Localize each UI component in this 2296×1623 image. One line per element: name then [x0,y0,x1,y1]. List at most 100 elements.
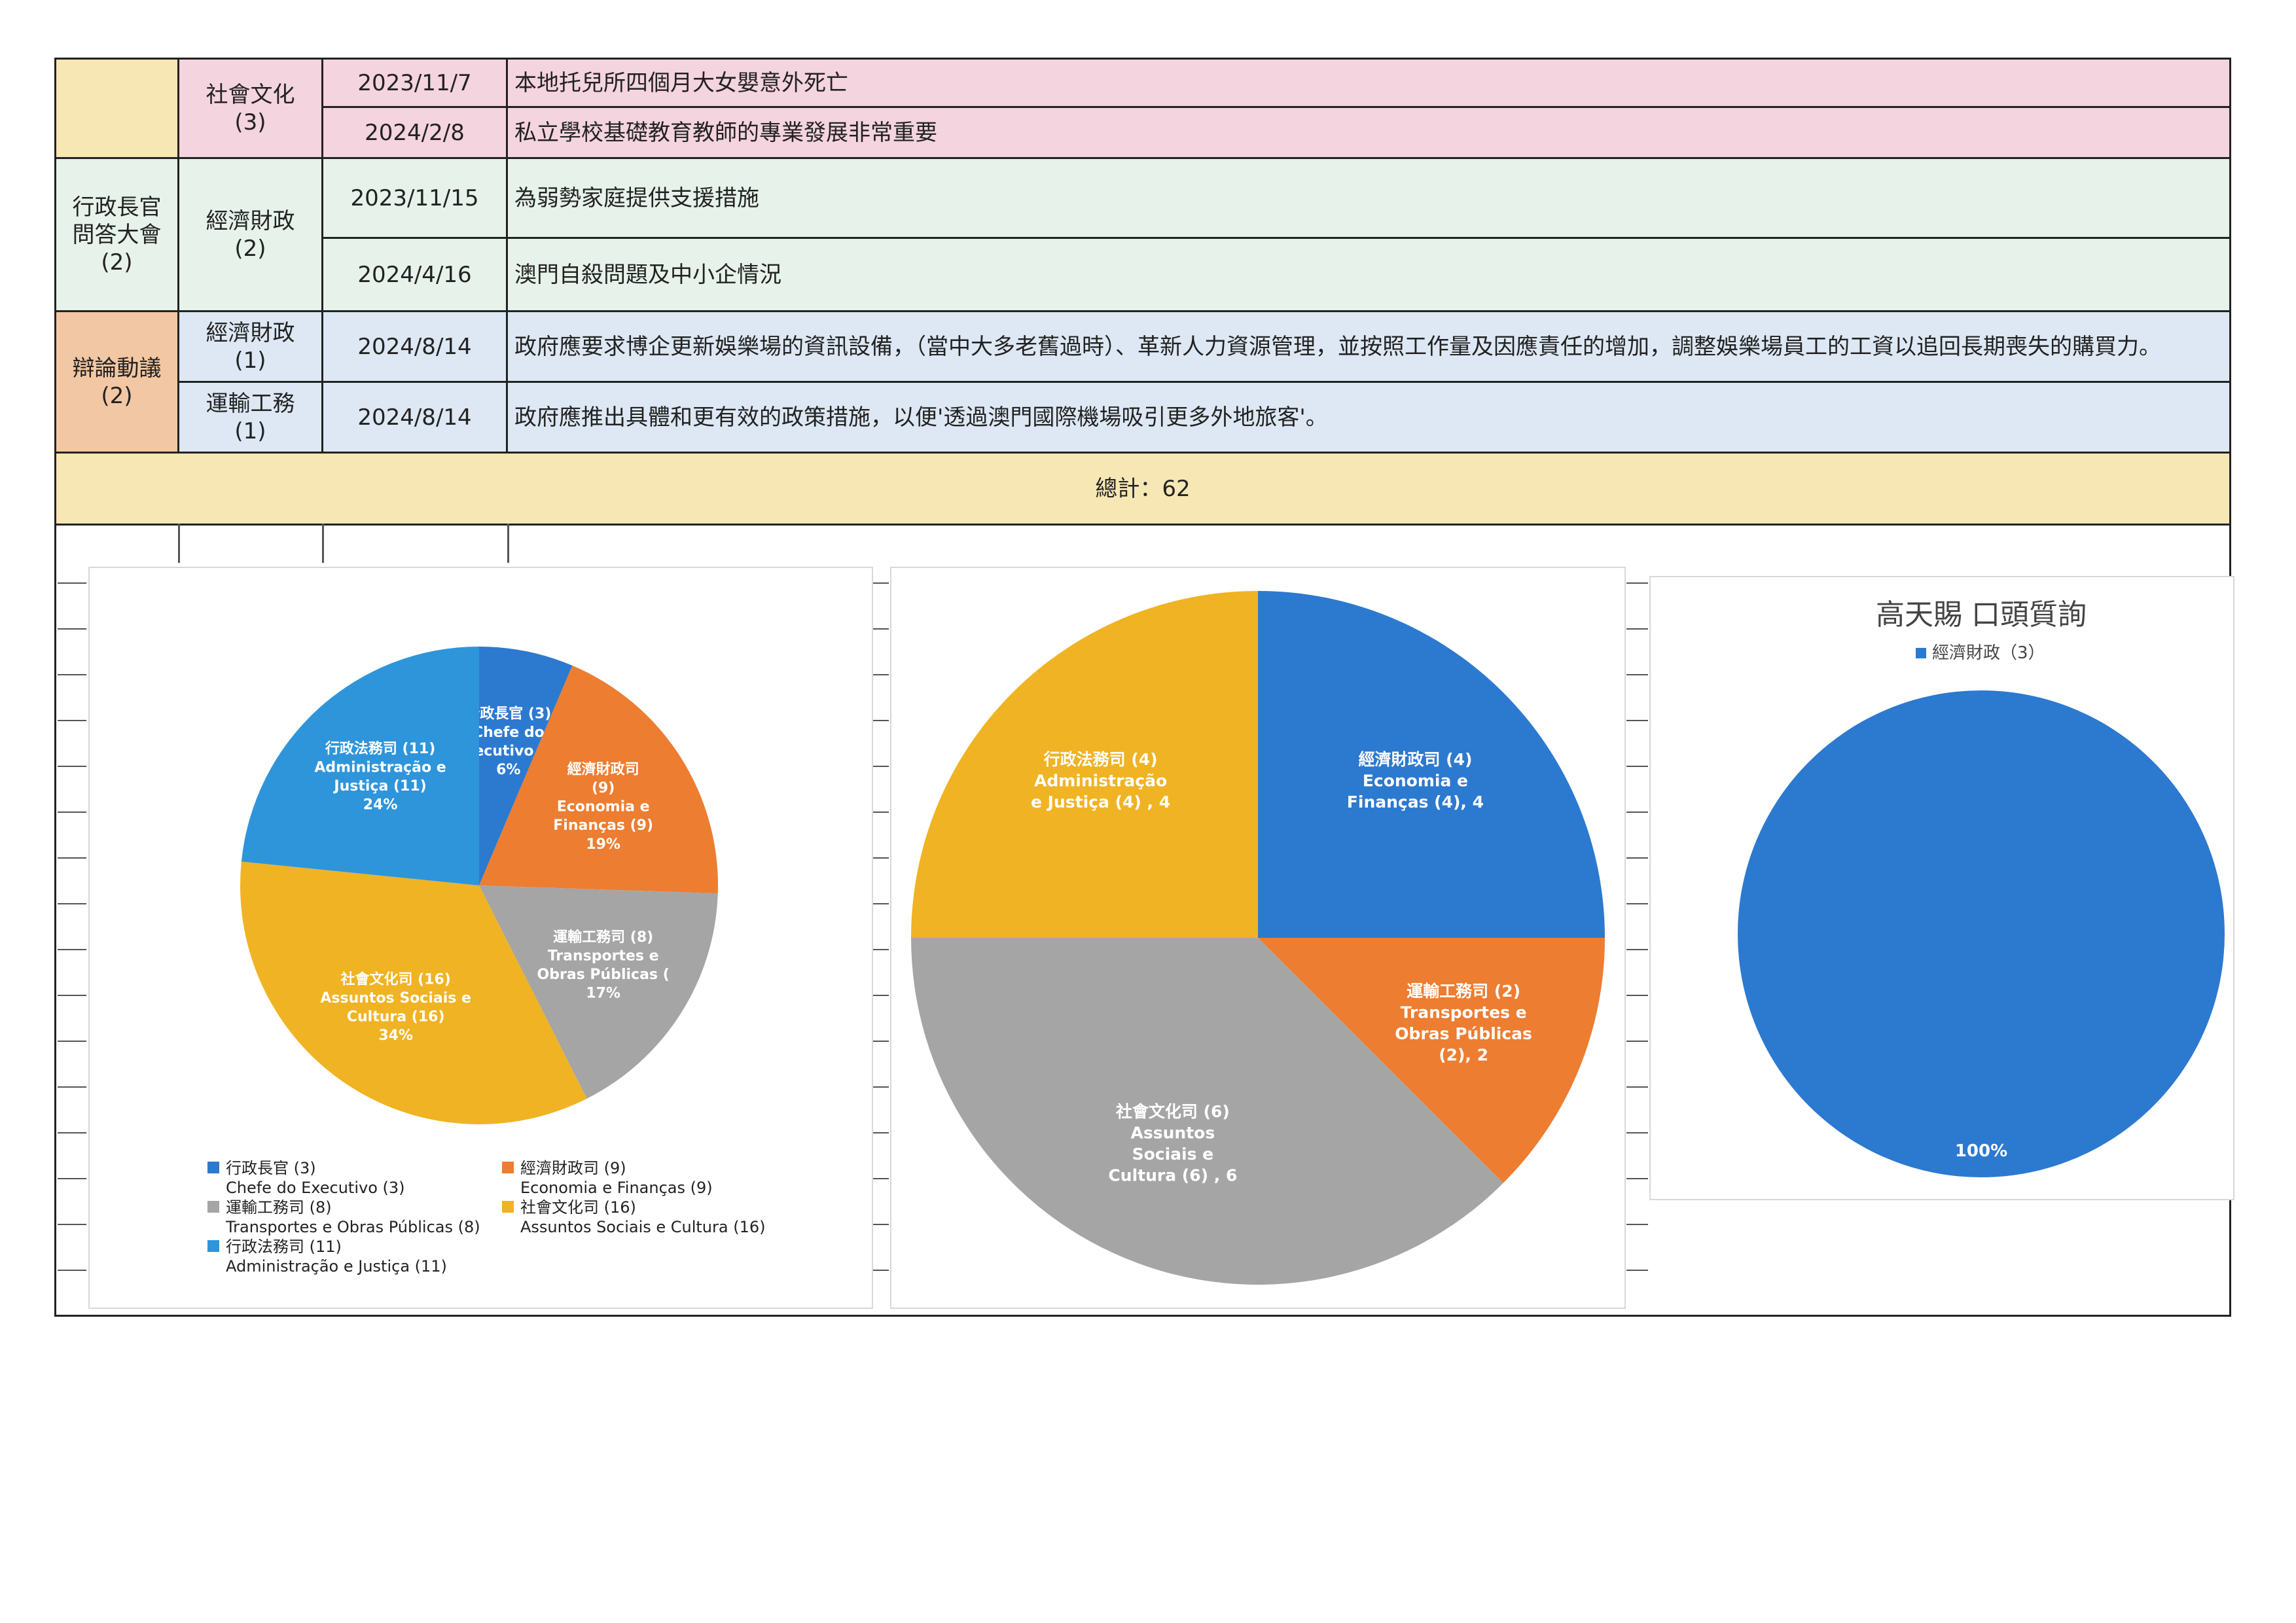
grid-tick [58,1224,86,1225]
category-cell-blank [54,58,179,159]
date-cell: 2024/8/14 [321,310,508,383]
slice-label: 行政長官 (3) [465,705,551,722]
grid-tick [58,949,86,950]
grid-tick [872,857,889,859]
grid-tick [1626,674,1648,675]
pie-slice [1258,591,1605,938]
slice-label: 經濟財政司 [567,760,639,777]
topic-cell: 澳門自殺問題及中小企情況 [506,237,2231,312]
subcategory-cell: 經濟財政 (2) [177,157,323,312]
grid-tick [872,903,889,904]
legend-label: 社會文化司 (16) [520,1198,636,1217]
subcategory-cell: 社會文化 (3) [177,58,323,159]
grid-tick [58,857,86,859]
grid-tick [58,903,86,904]
grid-tick [1626,720,1648,721]
slice-label: Cultura (16) [347,1008,445,1025]
grid-tick [58,1132,86,1133]
grid-tick [872,1224,889,1225]
pie-slice [241,647,479,885]
legend-swatch [502,1201,514,1213]
slice-label: Justiça (11) [332,778,426,794]
slice-label: 社會文化司 (16) [340,971,450,988]
topic-cell: 為弱勢家庭提供支援措施 [506,157,2231,239]
slice-label: 6% [496,762,520,778]
grid-tick [58,1041,86,1042]
pie-chart-2: 經濟財政司 (4) Economia e Finanças (4), 4 運輸工務司 … [911,591,1605,1285]
slice-label: 19% [586,836,620,853]
legend-swatch [1916,648,1926,658]
legend-swatch [502,1162,514,1173]
grid-tick [1626,1041,1648,1042]
grid-tick [872,949,889,950]
grid-tick [872,720,889,721]
legend-label: Administração e Justiça (11) [226,1257,447,1275]
slice-label: 經濟財政司 (4) [1358,750,1472,769]
grid-tick [872,766,889,767]
slice-label: 運輸工務司 (8) [553,929,653,946]
slice-label: (2), 2 [1439,1046,1488,1065]
grid-divider [322,524,324,563]
grid-tick [1626,949,1648,950]
legend-label: 經濟財政（3） [1932,643,2045,663]
grid-tick [872,1086,889,1088]
slice-label: Administração [1034,771,1167,790]
slice-label: 100% [1955,1141,2007,1161]
legend-label: Chefe do Executivo (3) [226,1179,405,1197]
grid-divider [507,524,509,563]
grid-tick [1626,812,1648,813]
legend-label: Assuntos Sociais e Cultura (16) [520,1218,765,1236]
topic-cell: 政府應推出具體和更有效的政策措施，以便'透過澳門國際機場吸引更多外地旅客'。 [506,381,2231,454]
total-row: 總計：62 [54,452,2231,526]
subcategory-cell: 運輸工務 (1) [177,381,323,454]
slice-label: Transportes e [1401,1003,1527,1022]
grid-tick [58,812,86,813]
date-cell: 2024/4/16 [321,237,508,312]
grid-tick [58,1086,86,1088]
topic-cell: 私立學校基礎教育教師的專業發展非常重要 [506,106,2231,159]
slice-label: Economia e [1363,771,1468,790]
grid-tick [872,1132,889,1133]
grid-tick [872,812,889,813]
grid-tick [58,995,86,996]
legend-label: Transportes e Obras Públicas (8) [225,1218,480,1236]
slice-label: Obras Públicas ( [537,967,670,983]
category-cell: 辯論動議 (2) [54,310,179,454]
grid-tick [1626,628,1648,630]
grid-tick [1626,1224,1648,1225]
slice-label: Sociais e [1132,1145,1214,1164]
slice-label: Assuntos [1131,1124,1215,1143]
grid-tick [1626,1270,1648,1271]
chart-panel-3: 高天賜 口頭質詢 經濟財政（3） 100% [1649,576,2234,1200]
legend-label: 行政長官 (3) [226,1159,316,1177]
slice-label: Economia e [557,799,650,815]
chart-panel-1: 行政長官 (3) Chefe do Executivo (3) 6% 經濟財政司 (9) E… [88,567,873,1309]
grid-tick [872,628,889,630]
legend-label: 運輸工務司 (8) [226,1198,332,1217]
legend-label: 經濟財政司 (9) [520,1159,626,1177]
date-cell: 2024/8/14 [321,381,508,454]
grid-tick [58,674,86,675]
date-cell: 2024/2/8 [321,106,508,159]
report-table: 社會文化 (3) 2023/11/7 本地托兒所四個月大女嬰意外死亡 2024/… [54,58,2231,526]
grid-tick [1626,1178,1648,1179]
grid-tick [872,674,889,675]
legend-label: 行政法務司 (11) [226,1238,342,1256]
grid-tick [58,1270,86,1271]
slice-label: (9) [592,780,615,796]
slice-label: Finanças (9) [553,817,653,834]
legend-swatch [207,1240,219,1252]
grid-tick [1626,995,1648,996]
pie-slice [911,938,1503,1285]
grid-tick [58,628,86,630]
grid-divider [178,524,180,563]
topic-cell: 政府應要求博企更新娛樂場的資訊設備，（當中大多老舊過時）、革新人力資源管理，並按… [506,310,2231,383]
chart-panel-2: 經濟財政司 (4) Economia e Finanças (4), 4 運輸工務司 … [890,567,1626,1309]
slice-label: 行政法務司 (11) [325,740,435,757]
slice-label: 17% [586,986,620,1002]
slice-label: Transportes e [548,948,659,964]
slice-label: 行政法務司 (4) [1043,750,1158,769]
grid-tick [872,995,889,996]
grid-tick [1626,582,1648,584]
pie-slice [479,665,718,894]
